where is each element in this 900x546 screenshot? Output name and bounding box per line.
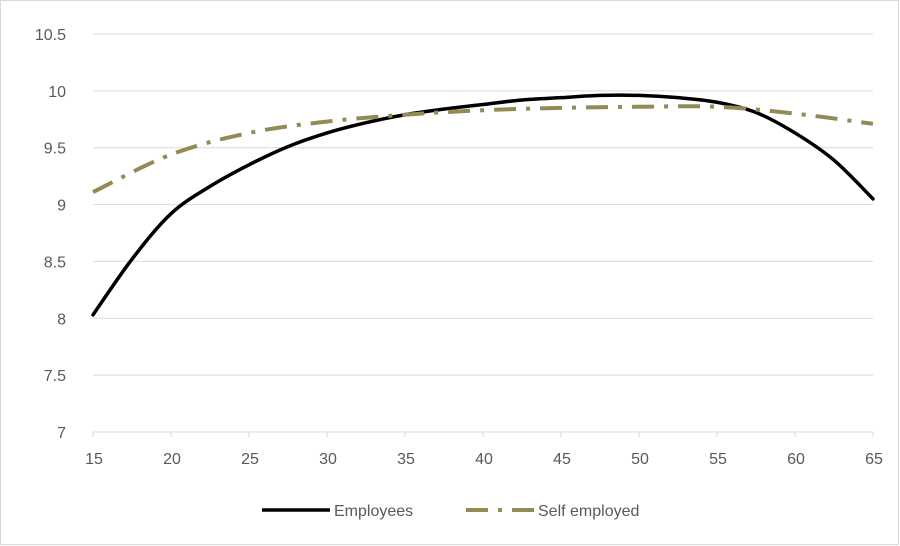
x-tick-label: 40 [475,451,493,468]
y-tick-label: 9 [57,198,66,215]
legend-label-employees: Employees [334,503,413,520]
x-tick-label: 30 [319,451,337,468]
legend: Employees Self employed [262,503,639,520]
x-axis-tick-labels: 15 20 25 30 35 40 45 50 55 60 65 [85,451,883,468]
x-tick-label: 15 [85,451,103,468]
x-tick-label: 60 [787,451,805,468]
x-tick-label: 45 [553,451,571,468]
legend-label-self-employed: Self employed [538,503,639,520]
x-tick-label: 50 [631,451,649,468]
gridlines [92,33,874,437]
y-tick-label: 7.5 [44,368,66,385]
y-tick-label: 9.5 [44,141,66,158]
x-tick-label: 65 [865,451,883,468]
y-tick-label: 10 [48,84,66,101]
x-tick-label: 25 [241,451,259,468]
self-employed-series-line [92,104,874,194]
y-tick-label: 8 [57,311,66,328]
y-tick-label: 10.5 [35,27,66,44]
y-tick-label: 8.5 [44,254,66,271]
series-lines [91,93,875,317]
x-tick-label: 55 [709,451,727,468]
y-tick-label: 7 [57,425,66,442]
x-tick-label: 20 [163,451,181,468]
x-tick-label: 35 [397,451,415,468]
y-axis-tick-labels: 7 7.5 8 8.5 9 9.5 10 10.5 [35,27,66,442]
